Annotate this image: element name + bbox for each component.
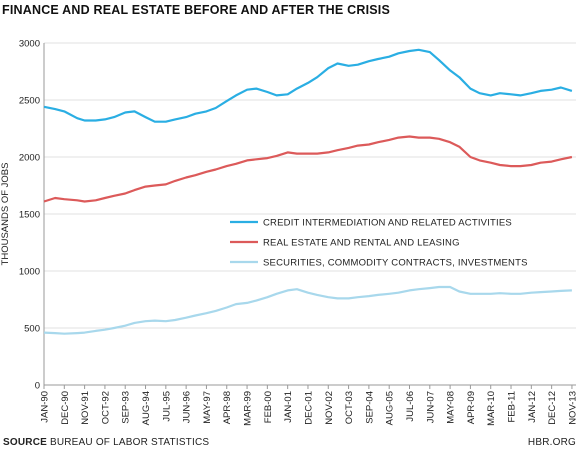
x-tick-label: JAN-01 <box>283 391 294 423</box>
series-lines <box>43 48 573 335</box>
x-tick-label: MAY-97 <box>202 391 213 424</box>
x-axis-ticks: JAN-90 DEC-90 NOV-91 OCT-92 SEP-93 AUG-94 JUL-… <box>40 385 578 426</box>
y-axis-label: THOUSANDS OF JOBS <box>0 163 11 266</box>
series-line <box>43 285 572 335</box>
x-tick-label: JUN-07 <box>425 391 436 423</box>
y-tick-label: 500 <box>24 324 40 335</box>
x-tick-label: NOV-02 <box>324 391 335 425</box>
y-tick-label: 0 <box>35 381 40 392</box>
y-axis-ticks: 0 500 1000 1500 2000 2500 3000 <box>19 39 40 392</box>
y-tick-label: 2500 <box>19 96 40 107</box>
x-tick-label: MAR-10 <box>486 391 497 426</box>
x-tick-label: MAR-99 <box>243 391 254 426</box>
legend: CREDIT INTERMEDIATION AND RELATED ACTIVI… <box>230 218 528 269</box>
x-tick-label: DEC-90 <box>60 391 71 425</box>
x-tick-label: JUL-06 <box>405 391 416 422</box>
x-tick-label: APR-09 <box>466 391 477 424</box>
x-tick-label: FEB-00 <box>263 391 274 423</box>
grid-lines <box>43 42 576 386</box>
series-line <box>43 48 573 123</box>
source-note: SOURCE BUREAU OF LABOR STATISTICS <box>3 437 209 448</box>
y-tick-label: 1000 <box>19 267 40 278</box>
x-tick-label: AUG-94 <box>141 391 152 425</box>
x-tick-label: SEP-93 <box>121 391 132 424</box>
x-tick-label: NOV-91 <box>80 391 91 425</box>
x-tick-label: MAY-08 <box>446 391 457 424</box>
source-text: BUREAU OF LABOR STATISTICS <box>49 437 210 448</box>
chart-title: FINANCE AND REAL ESTATE BEFORE AND AFTER… <box>2 3 390 17</box>
x-tick-label: FEB-11 <box>507 391 518 423</box>
x-tick-label: DEC-12 <box>547 391 558 425</box>
y-tick-label: 1500 <box>19 210 40 221</box>
legend-label: SECURITIES, COMMODITY CONTRACTS, INVESTM… <box>263 258 528 269</box>
x-tick-label: OCT-92 <box>100 391 111 424</box>
source-label: SOURCE <box>3 437 47 448</box>
x-tick-label: APR-98 <box>222 391 233 424</box>
y-tick-label: 3000 <box>19 39 40 50</box>
x-tick-label: JAN-12 <box>527 391 538 423</box>
series-line <box>43 135 573 203</box>
x-tick-label: SEP-04 <box>364 391 375 424</box>
x-tick-label: NOV-13 <box>567 391 578 425</box>
x-tick-label: JAN-90 <box>40 391 51 423</box>
x-tick-label: DEC-01 <box>303 391 314 425</box>
x-tick-label: JUL-95 <box>161 391 172 422</box>
legend-label: CREDIT INTERMEDIATION AND RELATED ACTIVI… <box>263 218 512 229</box>
x-tick-label: JUN-96 <box>182 391 193 423</box>
y-tick-label: 2000 <box>19 153 40 164</box>
x-tick-label: OCT-03 <box>344 391 355 424</box>
publisher-credit: HBR.ORG <box>527 437 576 448</box>
x-tick-label: AUG-05 <box>385 391 396 425</box>
legend-label: REAL ESTATE AND RENTAL AND LEASING <box>263 238 460 249</box>
